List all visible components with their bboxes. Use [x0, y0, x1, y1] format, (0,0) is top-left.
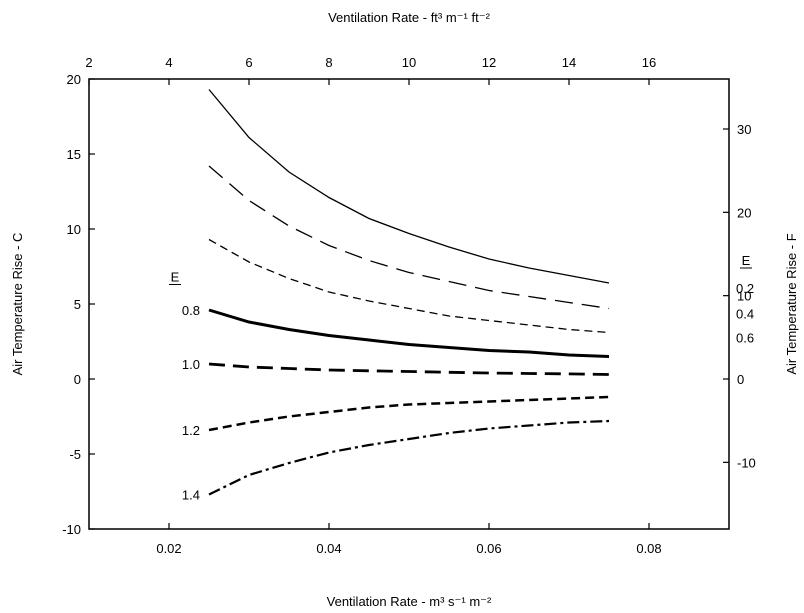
series-line-e-1-2	[208, 395, 610, 432]
x-tick-label-bottom: 0.08	[636, 541, 661, 556]
x-tick-label-top: 16	[642, 55, 656, 70]
series-label-right: 0.4	[736, 307, 754, 322]
y-axis-title-right: Air Temperature Rise - F	[784, 233, 799, 374]
y-tick-label-right: 10	[737, 289, 751, 304]
y-tick-label-left: -10	[62, 522, 81, 537]
e-header-right: E	[742, 253, 751, 268]
x-tick-label-top: 2	[85, 55, 92, 70]
x-tick-label-top: 4	[165, 55, 172, 70]
x-axis-title-bottom: Ventilation Rate - m³ s⁻¹ m⁻²	[327, 594, 492, 609]
y-tick-label-right: 0	[737, 372, 744, 387]
series-line-e-1-4	[208, 419, 610, 496]
x-tick-label-bottom: 0.06	[476, 541, 501, 556]
series-label-left: 1.0	[182, 357, 200, 372]
series-label-right: 0.6	[736, 331, 754, 346]
series-label-left: 1.2	[182, 423, 200, 438]
x-tick-label-top: 6	[245, 55, 252, 70]
y-tick-label-right: 30	[737, 122, 751, 137]
y-tick-label-left: 5	[74, 297, 81, 312]
series-label-left: 0.8	[182, 303, 200, 318]
y-tick-label-left: 15	[67, 147, 81, 162]
x-tick-label-top: 14	[562, 55, 576, 70]
labels-layer: E E 0.8 1.0 1.2 1.4 0.2 0.4 0.6	[169, 253, 754, 503]
y-axis-title-left: Air Temperature Rise - C	[10, 233, 25, 376]
x-tick-label-bottom: 0.02	[156, 541, 181, 556]
y-tick-label-right: 20	[737, 205, 751, 220]
series-line-e-0-6	[208, 238, 610, 334]
e-header-left: E	[171, 270, 180, 285]
x-tick-label-top: 10	[402, 55, 416, 70]
y-tick-label-left: -5	[69, 447, 81, 462]
series-layer	[208, 89, 610, 496]
x-axis-title-top: Ventilation Rate - ft³ m⁻¹ ft⁻²	[328, 10, 490, 25]
series-label-left: 1.4	[182, 488, 200, 503]
series-label-right: 0.2	[736, 281, 754, 296]
y-tick-label-left: 10	[67, 222, 81, 237]
x-tick-label-top: 8	[325, 55, 332, 70]
y-tick-label-left: 20	[67, 72, 81, 87]
ticks-layer: 0.02 0.04 0.06 0.08 -10 -5 0 5 10 15 20 2 4 6 8 10 12 14 1…	[62, 55, 756, 556]
y-tick-label-right: -10	[737, 455, 756, 470]
series-line-e-1-0	[208, 362, 610, 376]
y-tick-label-left: 0	[74, 372, 81, 387]
x-tick-label-bottom: 0.04	[316, 541, 341, 556]
series-line-e-0-2	[208, 89, 610, 284]
x-tick-label-top: 12	[482, 55, 496, 70]
series-line-e-0-8	[208, 308, 610, 358]
series-line-e-0-4	[208, 165, 610, 310]
